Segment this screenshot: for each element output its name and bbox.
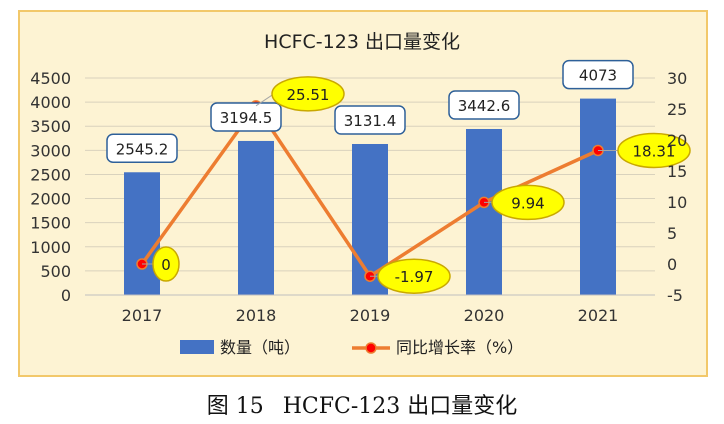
- bar: [124, 172, 160, 295]
- line-value-callout: [377, 258, 451, 294]
- line-callout-leader: [255, 93, 275, 107]
- chart-title: HCFC-123 出口量变化: [264, 31, 460, 53]
- y-tick-left: 2000: [30, 190, 71, 209]
- bar-value-callout: [334, 105, 406, 135]
- bar-value-label: 3194.5: [220, 109, 273, 127]
- figure-caption-text: HCFC-123 出口量变化: [282, 394, 518, 419]
- y-tick-left: 1000: [30, 238, 71, 257]
- legend-swatch-marker: [365, 342, 377, 354]
- line-value-label: -1.97: [395, 268, 434, 286]
- line-value-callout: [271, 76, 345, 112]
- bar-value-label: 4073: [579, 67, 617, 85]
- y-tick-right: 20: [667, 131, 687, 150]
- bar: [238, 140, 274, 295]
- line-value-label: 25.51: [287, 86, 330, 104]
- y-tick-left: 500: [40, 262, 71, 281]
- y-tick-left: 4500: [30, 69, 71, 88]
- line-value-label: 0: [161, 256, 171, 274]
- x-tick-label: 2018: [236, 306, 277, 325]
- legend-label-line: 同比增长率（%）: [396, 338, 523, 357]
- line-value-callout: [617, 132, 691, 169]
- y-tick-right: 10: [667, 193, 687, 212]
- line-value-label: 9.94: [511, 194, 544, 212]
- bar-value-callout: [106, 133, 178, 164]
- figure-number: 图 15: [206, 394, 264, 419]
- y-tick-left: 2500: [30, 165, 71, 184]
- y-tick-right: 30: [667, 69, 687, 88]
- line-value-callout: [152, 246, 180, 282]
- y-tick-left: 4000: [30, 93, 71, 112]
- y-tick-left: 3000: [30, 141, 71, 160]
- line-value-callout: [491, 184, 565, 221]
- bar-value-label: 3442.6: [458, 97, 511, 115]
- y-tick-left: 1500: [30, 214, 71, 233]
- y-tick-right: -5: [667, 286, 683, 305]
- line-value-label: 18.31: [633, 142, 676, 160]
- y-tick-right: 5: [667, 224, 677, 243]
- y-tick-right: 25: [667, 100, 687, 119]
- legend-swatch-bar: [180, 340, 214, 354]
- bar-value-callout: [448, 90, 520, 120]
- legend-label-bar: 数量（吨）: [220, 338, 300, 357]
- x-tick-label: 2017: [122, 306, 163, 325]
- x-tick-label: 2019: [350, 306, 391, 325]
- bar: [580, 98, 616, 296]
- y-tick-right: 0: [667, 255, 677, 274]
- bar-value-label: 3131.4: [344, 112, 397, 130]
- y-tick-right: 15: [667, 162, 687, 181]
- x-tick-label: 2020: [464, 306, 505, 325]
- x-tick-label: 2021: [578, 306, 619, 325]
- y-tick-left: 0: [61, 286, 71, 305]
- y-tick-left: 3500: [30, 117, 71, 136]
- figure-caption: 图 15 HCFC-123 出口量变化: [0, 388, 724, 420]
- bar-value-callout: [210, 102, 282, 132]
- bar-value-callout: [562, 59, 634, 90]
- chart: HCFC-123 出口量变化 2545.2 3194.5 3131.4 3442.6 4…: [30, 31, 691, 357]
- bar-value-label: 2545.2: [116, 140, 169, 158]
